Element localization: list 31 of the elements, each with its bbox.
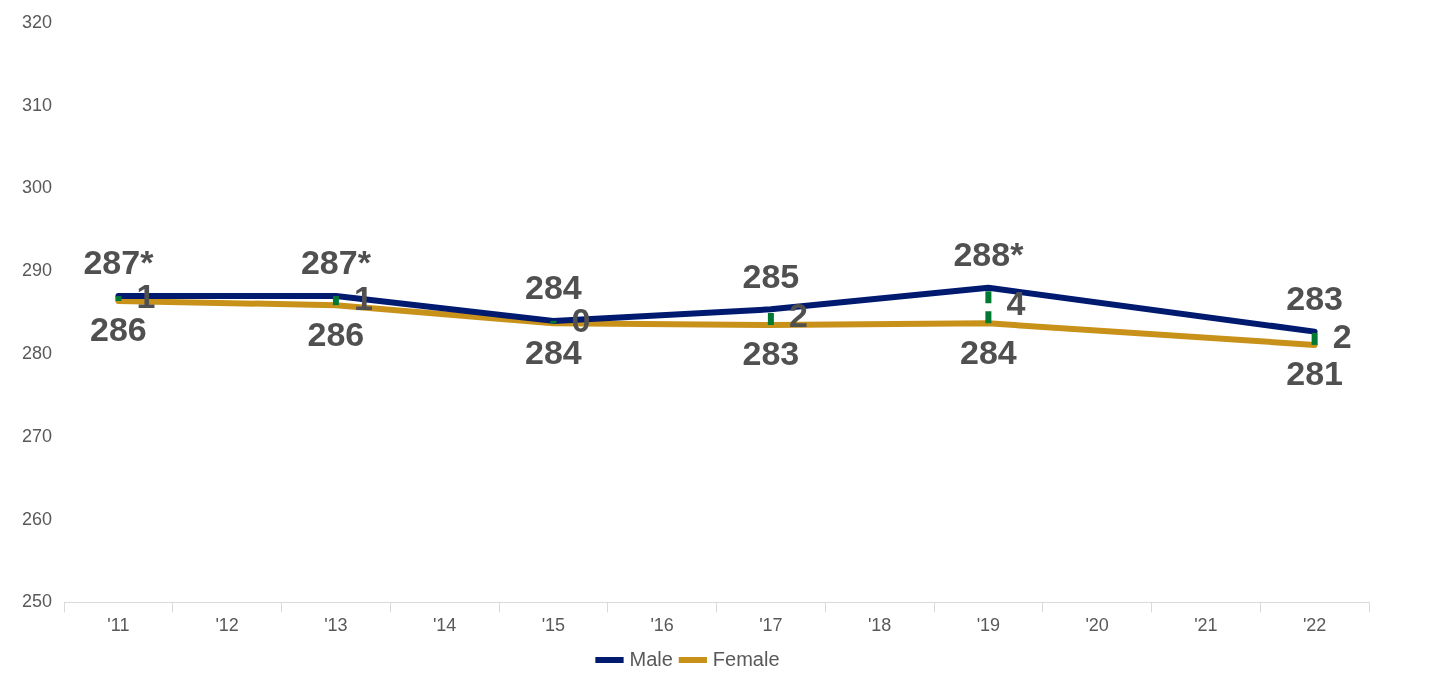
legend-label: Male <box>629 647 673 670</box>
y-tick-label: 270 <box>21 425 53 446</box>
y-tick-label: 310 <box>21 94 53 115</box>
y-tick-label: 290 <box>21 260 53 281</box>
x-tick-label: '16 <box>650 615 674 636</box>
x-tick-label: '14 <box>432 615 457 636</box>
y-tick-label: 280 <box>21 342 53 363</box>
x-tick-label: '12 <box>215 615 239 636</box>
data-label: 287* <box>300 243 372 282</box>
data-label: 284 <box>960 332 1017 371</box>
y-tick-label: 260 <box>21 508 53 529</box>
data-label: 283 <box>742 334 800 373</box>
y-tick-label: 250 <box>21 591 53 612</box>
annotation: 2 <box>1332 316 1352 355</box>
y-tick-label: 320 <box>21 11 53 32</box>
data-label: 288* <box>953 235 1025 274</box>
x-tick-label: '15 <box>541 615 566 636</box>
x-tick-label: '11 <box>107 615 130 636</box>
y-tick-label: 300 <box>21 177 53 198</box>
x-tick-label: '19 <box>976 615 1001 636</box>
x-tick-label: '13 <box>324 615 348 636</box>
annotation: 4 <box>1006 284 1026 323</box>
data-label: 283 <box>1286 279 1343 318</box>
x-tick-label: '18 <box>867 615 892 636</box>
x-tick-label: '22 <box>1302 615 1327 636</box>
x-tick-label: '21 <box>1194 615 1218 636</box>
x-tick-label: '20 <box>1085 615 1109 636</box>
data-label: 285 <box>742 256 800 295</box>
legend-label: Female <box>712 647 780 670</box>
x-tick-label: '17 <box>759 615 783 636</box>
data-label: 281 <box>1286 354 1343 393</box>
